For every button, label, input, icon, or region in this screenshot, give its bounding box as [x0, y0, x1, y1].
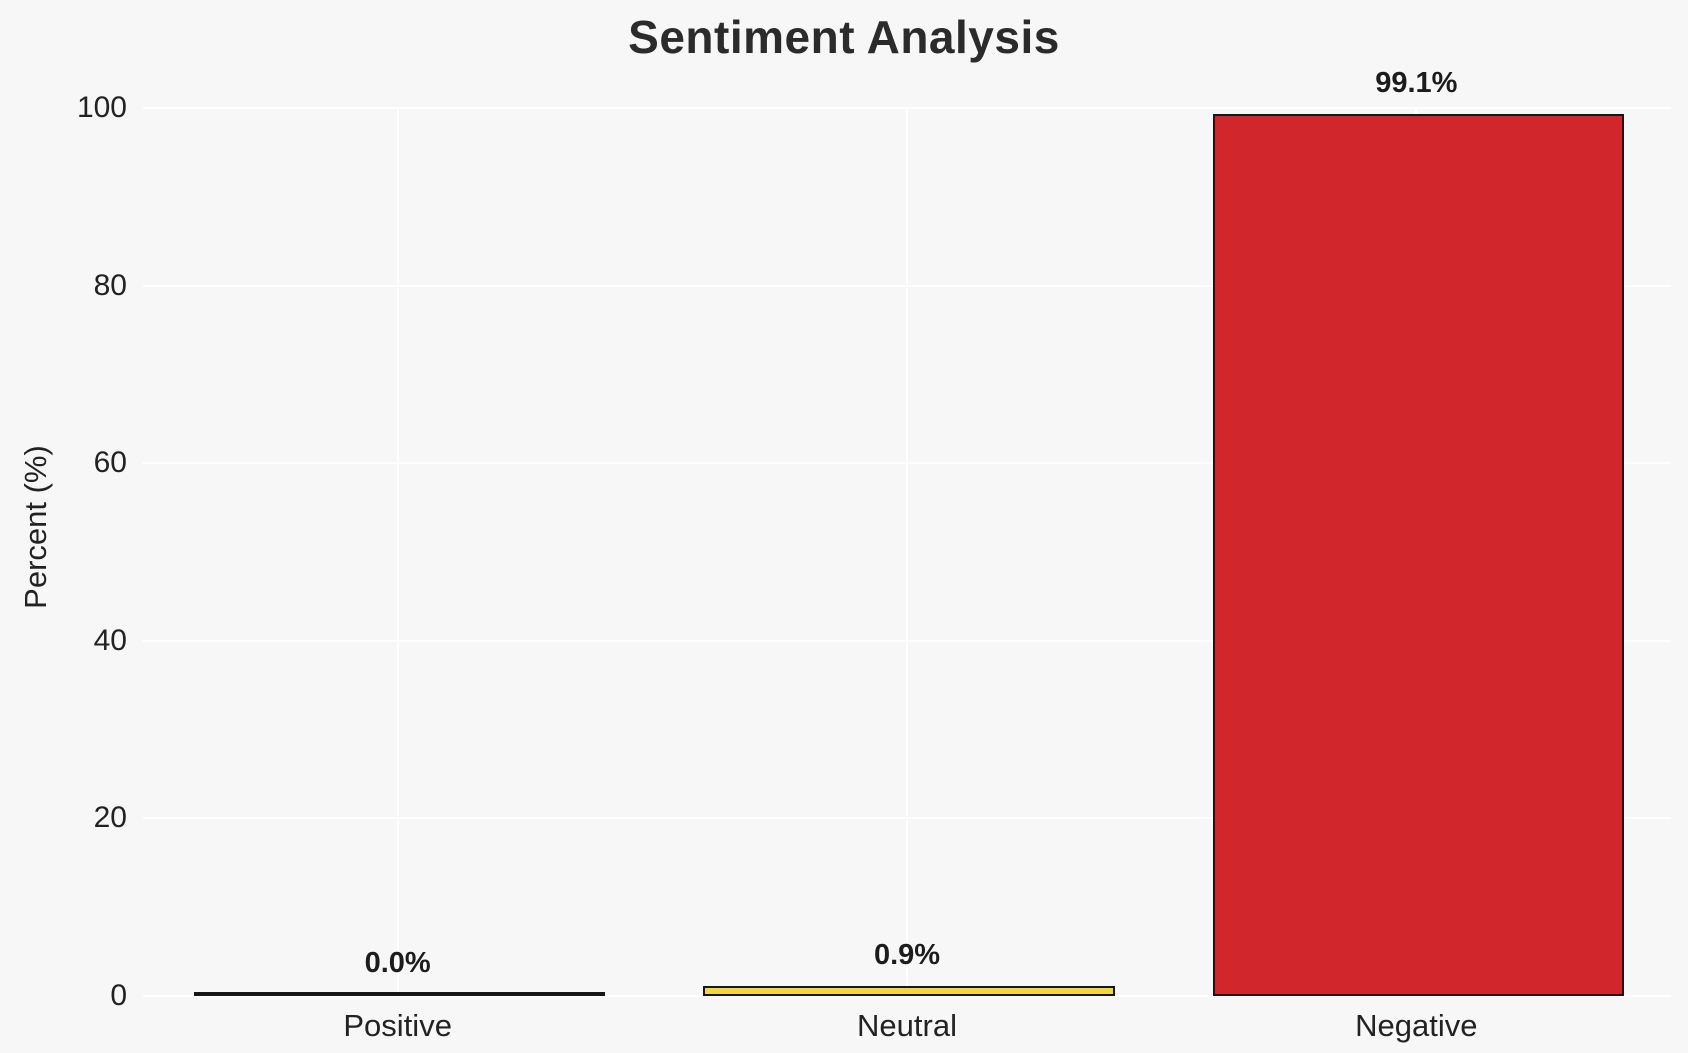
bar-value-label: 0.0% [364, 947, 431, 979]
bar-value-label: 0.9% [873, 939, 941, 972]
bar-positive [193, 992, 606, 996]
gridline-vertical [906, 108, 908, 996]
y-tick-label: 40 [93, 623, 127, 657]
chart-title: Sentiment Analysis [628, 11, 1060, 63]
y-tick-label: 60 [93, 446, 127, 480]
x-tick-label: Neutral [857, 1008, 957, 1043]
gridline-vertical [396, 108, 399, 996]
y-tick-label: 100 [76, 91, 127, 124]
bar-neutral [703, 986, 1115, 996]
y-axis-label: Percent (%) [18, 444, 53, 609]
y-tick-label: 80 [93, 268, 127, 302]
bar-negative [1212, 114, 1625, 996]
bar-value-label: 99.1% [1375, 67, 1458, 99]
plot-area: 0 20 40 60 80 100 0.0% Positive 0.9% Neutral 99.1%… [77, 67, 1671, 1043]
y-tick-label: 20 [93, 801, 127, 835]
x-tick-label: Positive [343, 1008, 452, 1043]
gridline-horizontal [143, 995, 1671, 997]
x-tick-label: Negative [1355, 1008, 1478, 1043]
y-tick-label: 0 [110, 979, 127, 1012]
